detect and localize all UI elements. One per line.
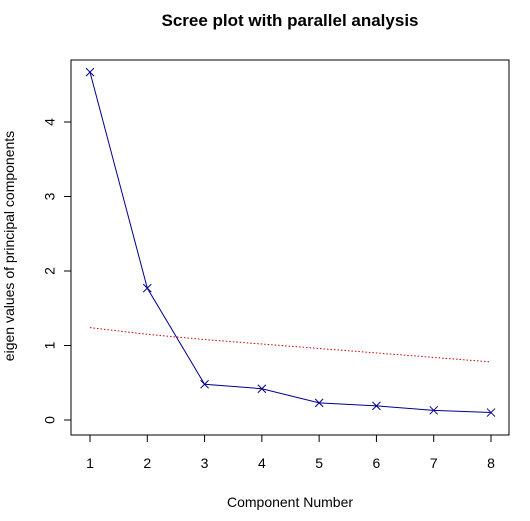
series-line-0 [89, 71, 492, 414]
data-point-marker [200, 379, 209, 389]
data-point-marker [85, 67, 95, 77]
y-axis-label: eigen values of principal components [1, 131, 17, 361]
x-tick-label: 2 [143, 455, 151, 471]
x-tick-label: 7 [430, 455, 438, 471]
x-tick-label: 3 [201, 455, 209, 471]
chart-title: Scree plot with parallel analysis [162, 11, 419, 30]
data-point-marker [429, 405, 439, 415]
x-tick-label: 1 [86, 455, 94, 471]
data-point-marker [257, 384, 267, 394]
y-tick-label: 2 [42, 267, 58, 275]
x-axis-label: Component Number [227, 494, 353, 510]
y-axis-ticks: 0 1 2 3 4 [42, 118, 71, 424]
data-point-marker [486, 408, 496, 417]
y-tick-label: 3 [42, 192, 58, 200]
x-tick-label: 4 [258, 455, 266, 471]
x-tick-label: 5 [315, 455, 323, 471]
series-line-1 [89, 327, 492, 363]
data-point-marker [314, 398, 324, 408]
y-tick-label: 1 [42, 341, 58, 349]
y-tick-label: 4 [42, 118, 58, 126]
x-tick-label: 8 [487, 455, 495, 471]
y-tick-label: 0 [42, 416, 58, 424]
data-point-marker [372, 401, 381, 411]
x-tick-label: 6 [373, 455, 381, 471]
x-axis-ticks: 1 2 3 4 5 6 7 8 [86, 435, 495, 471]
series-layer [85, 67, 496, 417]
data-point-marker [142, 283, 152, 293]
